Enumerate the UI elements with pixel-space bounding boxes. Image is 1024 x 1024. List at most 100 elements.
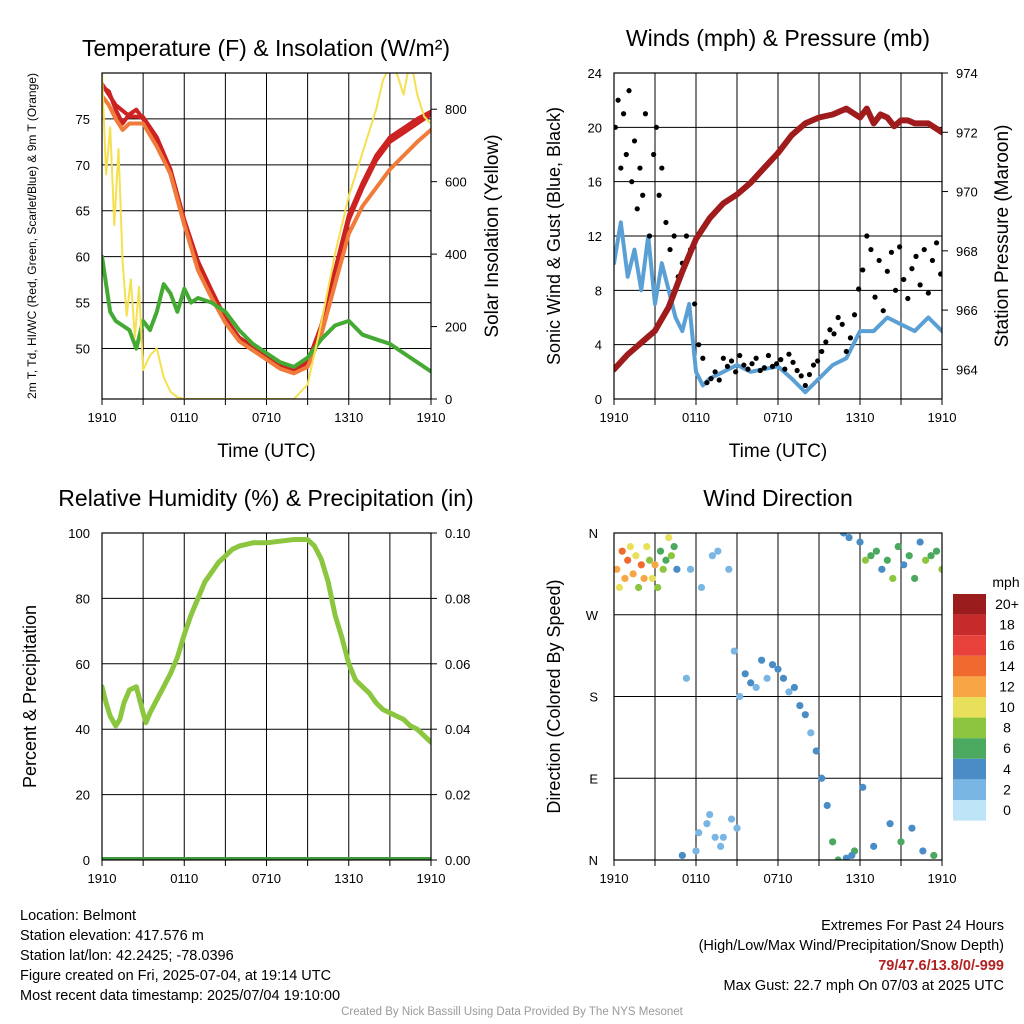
wind-direction-point xyxy=(717,842,725,850)
y2-tick-label: 966 xyxy=(956,303,978,318)
y-axis-label: 2m T, Td, HI/WC (Red, Green, Scarlet/Blu… xyxy=(25,73,39,399)
legend-swatch xyxy=(953,697,986,718)
y-tick-label: 50 xyxy=(76,341,90,356)
wind-direction-point xyxy=(870,842,878,850)
gust-point xyxy=(663,219,669,226)
gust-point xyxy=(921,246,927,253)
wind-direction-point xyxy=(714,547,722,555)
wind-direction-point xyxy=(878,565,886,573)
gust-point xyxy=(618,165,624,171)
gust-point xyxy=(634,206,640,212)
gust-point xyxy=(802,382,808,389)
legend-label: 12 xyxy=(999,678,1015,694)
wind-direction-point xyxy=(834,856,842,860)
wind-direction-point xyxy=(886,820,894,828)
wind-direction-point xyxy=(922,556,930,564)
y-tick-label: 40 xyxy=(76,722,90,737)
wind-direction-point xyxy=(632,552,640,560)
station-pressure-line xyxy=(614,105,942,373)
chart-title: Temperature (F) & Insolation (W/m²) xyxy=(82,35,450,61)
wind-direction-point xyxy=(927,552,935,560)
gust-point xyxy=(728,358,735,364)
y-axis-label: Percent & Precipitation xyxy=(20,605,40,788)
plot-area xyxy=(614,533,942,860)
gust-point xyxy=(815,358,821,364)
wind-direction-point xyxy=(747,679,755,687)
chart-3: Relative Humidity (%) & Precipitation (i… xyxy=(20,485,474,886)
wind-direction-point xyxy=(752,683,760,692)
station-info: Location: Belmont Station elevation: 417… xyxy=(20,906,340,1006)
plot-frame xyxy=(613,72,943,400)
created-text: Figure created on Fri, 2025-07-04, at 19… xyxy=(20,968,332,984)
legend-label: 8 xyxy=(1003,720,1011,736)
gust-point xyxy=(692,301,698,307)
wind-direction-point xyxy=(774,665,782,673)
y-tick-label: 20 xyxy=(76,788,90,803)
plot-frame xyxy=(101,72,432,400)
gust-point xyxy=(716,377,722,383)
wind-direction-point xyxy=(725,565,733,573)
gust-point xyxy=(868,246,874,253)
y2-tick-label: 974 xyxy=(956,66,978,81)
gust-point xyxy=(651,151,657,158)
wind-direction-point xyxy=(883,556,891,564)
y2-tick-label: 972 xyxy=(956,125,978,140)
2m-td-line xyxy=(102,254,431,374)
y-tick-label: 16 xyxy=(588,175,602,190)
y-tick-label: 8 xyxy=(595,283,602,298)
wind-direction-point xyxy=(706,810,714,819)
wind-direction-point xyxy=(635,583,643,592)
wind-direction-point xyxy=(779,674,788,682)
wind-direction-point xyxy=(733,824,741,832)
gust-point xyxy=(671,233,677,239)
legend-swatch xyxy=(953,676,986,697)
plot-area xyxy=(614,88,942,395)
gust-point xyxy=(917,282,923,288)
wind-direction-point xyxy=(665,533,673,542)
legend-label: 16 xyxy=(999,637,1015,653)
x-tick-label: 1910 xyxy=(417,871,446,886)
wind-direction-point xyxy=(785,688,793,696)
wind-direction-point xyxy=(763,674,771,682)
y2-tick-label: 200 xyxy=(445,320,467,335)
gust-point xyxy=(724,363,731,369)
gust-point xyxy=(626,88,632,94)
gust-point xyxy=(778,357,784,363)
y-tick-label: W xyxy=(586,608,599,623)
chart-2: Winds (mph) & Pressure (mb) 1910 0110 0710 1… xyxy=(544,25,1013,462)
y-axis-label: Direction (Colored By Speed) xyxy=(544,579,564,813)
legend-swatch xyxy=(953,635,986,656)
plot-area xyxy=(102,73,431,399)
gust-point xyxy=(765,352,772,359)
gust-point xyxy=(653,124,659,130)
x-tick-label: 1310 xyxy=(334,871,363,886)
y2-tick-label: 400 xyxy=(445,247,467,262)
gust-point xyxy=(901,276,907,283)
y-axis-label: Sonic Wind & Gust (Blue, Black) xyxy=(544,107,564,365)
gust-point xyxy=(794,367,800,374)
plot-frame xyxy=(101,532,432,861)
x-tick-label: 0110 xyxy=(170,871,198,886)
gust-point xyxy=(646,233,653,239)
gust-point xyxy=(810,362,817,368)
legend-swatch xyxy=(953,594,986,615)
gust-point xyxy=(884,268,890,274)
credit-text: Created By Nick Bassill Using Data Provi… xyxy=(341,1006,683,1018)
legend-swatch xyxy=(953,800,986,821)
wind-direction-point xyxy=(919,847,927,855)
gust-point xyxy=(614,124,618,130)
legend-swatch xyxy=(953,758,986,780)
wind-direction-point xyxy=(796,701,804,710)
gust-point xyxy=(851,312,858,318)
y-tick-label: N xyxy=(589,526,598,541)
wind-direction-point xyxy=(916,538,924,546)
gust-point xyxy=(733,369,739,375)
y2-tick-label: 0 xyxy=(445,392,452,407)
gust-point xyxy=(864,233,870,239)
extremes-info: Extremes For Past 24 Hours (High/Low/Max… xyxy=(699,916,1004,996)
gust-point xyxy=(929,257,936,264)
gust-point xyxy=(774,361,780,367)
chart-1: Temperature (F) & Insolation (W/m²) 1910 0… xyxy=(25,35,503,462)
sonic-wind-line xyxy=(614,220,942,395)
